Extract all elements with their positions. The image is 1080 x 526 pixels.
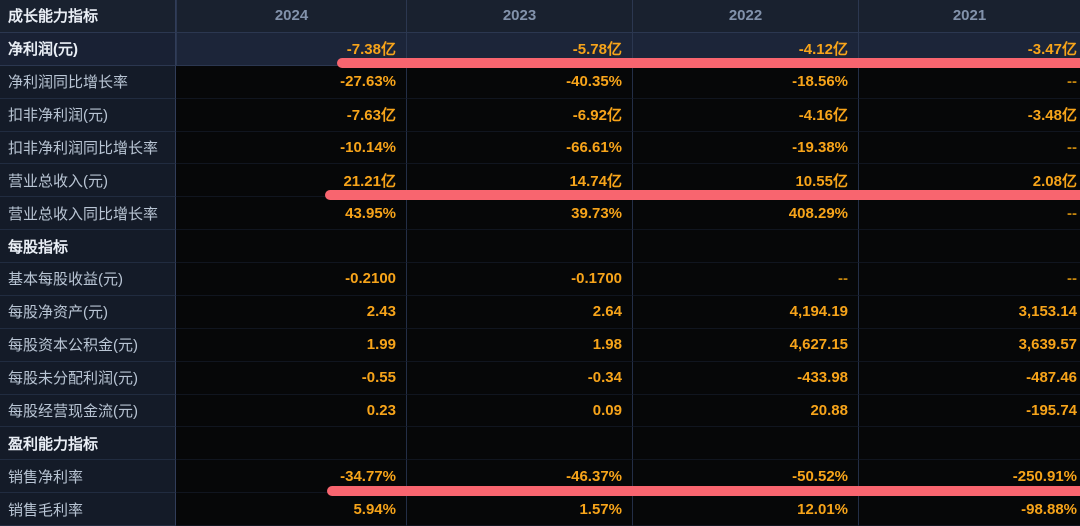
value-cell bbox=[406, 230, 632, 263]
value-cell: -98.88% bbox=[858, 493, 1080, 526]
value-cell: 12.01% bbox=[632, 493, 858, 526]
table-row: 每股未分配利润(元) -0.55 -0.34 -433.98 -487.46 bbox=[0, 361, 1080, 395]
value-cell: 0.23 bbox=[176, 394, 406, 428]
value-cell: -7.38亿 bbox=[176, 32, 406, 66]
table-row: 基本每股收益(元) -0.2100 -0.1700 -- -- bbox=[0, 263, 1080, 296]
value-cell: -- bbox=[858, 131, 1080, 165]
table-row: 营业总收入同比增长率 43.95% 39.73% 408.29% -- bbox=[0, 197, 1080, 231]
value-cell: 1.98 bbox=[406, 328, 632, 362]
value-cell bbox=[176, 230, 406, 263]
column-header-2023: 2023 bbox=[406, 0, 632, 33]
highlight-underline bbox=[337, 58, 1080, 69]
value-cell: -4.16亿 bbox=[632, 98, 858, 132]
row-label: 每股净资产(元) bbox=[0, 295, 176, 329]
value-cell: -- bbox=[858, 263, 1080, 296]
row-label: 扣非净利润同比增长率 bbox=[0, 131, 176, 165]
row-label: 每股资本公积金(元) bbox=[0, 328, 176, 362]
value-cell: -0.1700 bbox=[406, 263, 632, 296]
value-cell bbox=[858, 427, 1080, 461]
value-cell: 4,627.15 bbox=[632, 328, 858, 362]
value-cell: 1.99 bbox=[176, 328, 406, 362]
value-cell: -66.61% bbox=[406, 131, 632, 165]
table-row: 每股净资产(元) 2.43 2.64 4,194.19 3,153.14 bbox=[0, 295, 1080, 329]
table-row: 每股经营现金流(元) 0.23 0.09 20.88 -195.74 bbox=[0, 394, 1080, 428]
table-row: 扣非净利润(元) -7.63亿 -6.92亿 -4.16亿 -3.48亿 bbox=[0, 98, 1080, 132]
value-cell: -433.98 bbox=[632, 361, 858, 395]
value-cell: 3,639.57 bbox=[858, 328, 1080, 362]
value-cell: -0.34 bbox=[406, 361, 632, 395]
value-cell bbox=[406, 427, 632, 461]
value-cell bbox=[632, 427, 858, 461]
value-cell: -19.38% bbox=[632, 131, 858, 165]
value-cell: -27.63% bbox=[176, 65, 406, 99]
section-header-row: 每股指标 bbox=[0, 230, 1080, 263]
value-cell: -6.92亿 bbox=[406, 98, 632, 132]
table-row: 扣非净利润同比增长率 -10.14% -66.61% -19.38% -- bbox=[0, 131, 1080, 165]
highlight-underline bbox=[325, 189, 1080, 200]
section-header-row: 盈利能力指标 bbox=[0, 427, 1080, 461]
value-cell: -7.63亿 bbox=[176, 98, 406, 132]
value-cell: -- bbox=[858, 197, 1080, 231]
row-label: 净利润(元) bbox=[0, 32, 176, 66]
value-cell: 408.29% bbox=[632, 197, 858, 231]
value-cell: -- bbox=[632, 263, 858, 296]
value-cell: -487.46 bbox=[858, 361, 1080, 395]
value-cell: 2.43 bbox=[176, 295, 406, 329]
table-row: 销售毛利率 5.94% 1.57% 12.01% -98.88% bbox=[0, 493, 1080, 526]
value-cell: 4,194.19 bbox=[632, 295, 858, 329]
value-cell: -10.14% bbox=[176, 131, 406, 165]
value-cell: 20.88 bbox=[632, 394, 858, 428]
column-header-2022: 2022 bbox=[632, 0, 858, 33]
table-header-row: 成长能力指标 2024 2023 2022 2021 bbox=[0, 0, 1080, 33]
value-cell bbox=[632, 230, 858, 263]
value-cell: 5.94% bbox=[176, 493, 406, 526]
value-cell bbox=[858, 230, 1080, 263]
value-cell: -0.55 bbox=[176, 361, 406, 395]
row-label: 每股经营现金流(元) bbox=[0, 394, 176, 428]
table-row: 净利润同比增长率 -27.63% -40.35% -18.56% -- bbox=[0, 65, 1080, 99]
row-label: 每股未分配利润(元) bbox=[0, 361, 176, 395]
value-cell: 1.57% bbox=[406, 493, 632, 526]
table-corner-label: 成长能力指标 bbox=[0, 0, 176, 33]
value-cell: -195.74 bbox=[858, 394, 1080, 428]
value-cell: -3.48亿 bbox=[858, 98, 1080, 132]
row-label: 净利润同比增长率 bbox=[0, 65, 176, 99]
column-header-2024: 2024 bbox=[176, 0, 406, 33]
row-label: 销售毛利率 bbox=[0, 493, 176, 526]
value-cell: 43.95% bbox=[176, 197, 406, 231]
value-cell: 3,153.14 bbox=[858, 295, 1080, 329]
row-label: 扣非净利润(元) bbox=[0, 98, 176, 132]
value-cell: -0.2100 bbox=[176, 263, 406, 296]
value-cell: 0.09 bbox=[406, 394, 632, 428]
column-header-2021: 2021 bbox=[858, 0, 1080, 33]
row-label: 基本每股收益(元) bbox=[0, 263, 176, 296]
row-label: 每股指标 bbox=[0, 230, 176, 263]
row-label: 营业总收入同比增长率 bbox=[0, 197, 176, 231]
table-body: 净利润(元) -7.38亿 -5.78亿 -4.12亿 -3.47亿 净利润同比增长率 -2… bbox=[0, 32, 1080, 526]
row-label: 盈利能力指标 bbox=[0, 427, 176, 461]
value-cell: 2.64 bbox=[406, 295, 632, 329]
row-label: 营业总收入(元) bbox=[0, 164, 176, 198]
highlight-underline bbox=[327, 485, 1080, 496]
value-cell: -40.35% bbox=[406, 65, 632, 99]
value-cell: -- bbox=[858, 65, 1080, 99]
value-cell bbox=[176, 427, 406, 461]
table-row: 每股资本公积金(元) 1.99 1.98 4,627.15 3,639.57 bbox=[0, 328, 1080, 362]
value-cell: -18.56% bbox=[632, 65, 858, 99]
row-label: 销售净利率 bbox=[0, 460, 176, 494]
value-cell: 39.73% bbox=[406, 197, 632, 231]
